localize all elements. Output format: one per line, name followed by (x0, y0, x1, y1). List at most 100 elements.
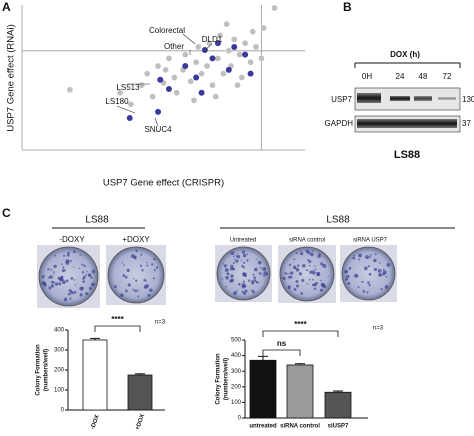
colony (300, 292, 304, 295)
plate (38, 246, 99, 307)
colony (132, 288, 135, 291)
point (247, 59, 254, 66)
leader-line (116, 105, 136, 114)
point (203, 62, 211, 70)
colony (313, 282, 317, 286)
significance-bracket (94, 325, 141, 332)
colony (65, 259, 70, 264)
colony (135, 249, 138, 253)
colony (301, 278, 305, 283)
y-tick-label: 300 (54, 348, 65, 354)
colony (86, 271, 88, 273)
plate-images (37, 245, 397, 308)
protein-label: GAPDH (325, 119, 354, 128)
colony (243, 291, 247, 295)
colony (256, 281, 258, 284)
colony (234, 258, 236, 261)
colony (237, 282, 241, 286)
colony (135, 279, 138, 282)
colony (314, 265, 316, 267)
colony (296, 284, 300, 288)
blot-band (438, 97, 456, 100)
point (162, 66, 169, 74)
colony (322, 284, 327, 289)
blot-band (390, 96, 410, 101)
colony (259, 266, 262, 269)
colony (308, 264, 311, 267)
colony (246, 253, 249, 256)
marker-label: 37 (462, 119, 471, 128)
colony (242, 280, 245, 283)
colony (89, 287, 92, 290)
colony (284, 272, 287, 275)
blot-band (414, 96, 432, 101)
colony (130, 254, 135, 259)
colony (346, 275, 349, 278)
colony (316, 271, 318, 274)
significance-bracket (262, 349, 301, 356)
point (236, 51, 243, 58)
point (157, 76, 164, 83)
colony (155, 266, 159, 269)
point (165, 55, 173, 62)
colony (61, 280, 66, 285)
point-annotation: LS513 (116, 83, 140, 92)
colony (353, 254, 356, 257)
colony (241, 284, 246, 289)
colony (54, 254, 57, 257)
colony (253, 276, 256, 279)
plate (107, 246, 165, 304)
colony (47, 276, 50, 279)
y-tick-label: 200 (54, 368, 65, 374)
condition-label: Untreated (230, 238, 256, 244)
y-tick-label: 100 (231, 400, 242, 406)
significance-label: ns (277, 339, 287, 348)
colony (299, 250, 302, 252)
point (225, 47, 232, 54)
point (198, 70, 205, 77)
colony (225, 285, 228, 288)
colony (236, 289, 238, 292)
colony (358, 253, 362, 258)
y-tick-label: 400 (231, 353, 242, 359)
colony (50, 268, 53, 271)
colony (374, 253, 377, 256)
point (173, 89, 180, 96)
colony (241, 250, 246, 254)
lane-label: 0H (362, 72, 372, 81)
colony (114, 285, 117, 289)
colony (89, 274, 91, 277)
colony (133, 255, 137, 259)
colony (240, 259, 243, 262)
colony (355, 273, 357, 276)
y-axis-title: (numbers/well) (44, 349, 50, 391)
colony (69, 259, 72, 263)
colony (123, 264, 125, 266)
x-tick-label: siRNA control (280, 424, 320, 430)
colony (43, 283, 47, 287)
colony (41, 275, 45, 279)
y-tick-label: 0 (238, 416, 242, 422)
point (198, 89, 205, 96)
colony (244, 289, 248, 293)
colony (236, 254, 241, 259)
colony (378, 262, 381, 264)
colony (73, 250, 76, 254)
colony (287, 285, 291, 288)
colony (257, 260, 262, 265)
point (154, 62, 162, 70)
colony (81, 271, 85, 274)
x-tick-label: siUSP7 (328, 424, 349, 430)
colony (367, 265, 370, 268)
colony (307, 251, 311, 255)
panel-label: A (2, 0, 11, 14)
colony (361, 280, 364, 283)
plate-group-title: LS88 (85, 215, 109, 226)
point (149, 93, 156, 100)
colony (248, 279, 251, 282)
point (155, 108, 162, 115)
colony (73, 291, 77, 294)
colony (122, 274, 126, 278)
colony (384, 285, 389, 289)
colony (127, 283, 131, 287)
